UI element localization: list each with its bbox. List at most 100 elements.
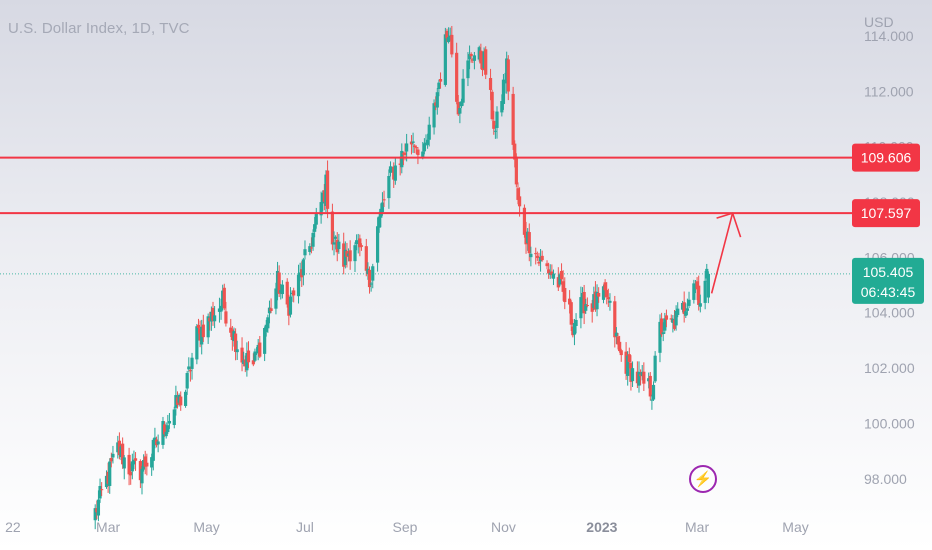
candle-body <box>400 150 404 168</box>
price-badge-label-1: 109.606 <box>861 150 912 166</box>
candle-body <box>308 246 312 252</box>
candle-body <box>411 141 415 143</box>
candle-body <box>290 292 294 295</box>
candle-body <box>458 108 462 114</box>
candle-body <box>522 207 527 235</box>
candle-body <box>630 368 635 382</box>
candle-body <box>551 273 556 279</box>
candle-body <box>680 302 685 310</box>
candle-body <box>95 508 99 513</box>
candle-body <box>608 300 612 303</box>
candle-body <box>669 318 673 320</box>
candle-body <box>390 169 394 171</box>
candle-body <box>296 274 301 297</box>
candle-body <box>488 77 493 90</box>
candle-body <box>661 332 665 335</box>
candle-body <box>292 290 296 296</box>
candle-body <box>426 139 430 145</box>
candle-body <box>266 317 270 329</box>
candle-body <box>524 232 528 245</box>
candle-body <box>569 302 573 325</box>
candle-body <box>579 297 583 319</box>
y-tick-label: 104.000 <box>864 305 915 321</box>
candle-body <box>413 145 417 148</box>
candle-body <box>517 196 522 207</box>
candle-body <box>258 342 262 357</box>
candle-body <box>130 461 134 472</box>
candle-body <box>224 311 228 324</box>
candle-body <box>480 61 485 70</box>
currency-label: USD <box>864 14 894 30</box>
candle-body <box>377 216 381 228</box>
x-tick-label: Nov <box>491 519 516 535</box>
candle-body <box>455 52 459 102</box>
candle-body <box>254 352 259 354</box>
candle-body <box>409 141 414 145</box>
candle-body <box>174 395 178 408</box>
candle-body <box>133 458 138 461</box>
arrow-head <box>716 212 742 238</box>
candle-body <box>456 102 460 115</box>
x-tick-label: Mar <box>96 519 120 535</box>
candle-body <box>516 188 520 200</box>
candle-body <box>469 53 473 57</box>
candle-body <box>164 431 168 437</box>
flash-icon[interactable]: ⚡ <box>689 465 717 493</box>
candle-body <box>651 384 656 400</box>
price-badge-label-2: 107.597 <box>861 205 912 221</box>
candle-body <box>584 304 588 311</box>
candle-body <box>676 308 680 315</box>
candle-body <box>190 357 194 369</box>
candle-body <box>685 308 690 311</box>
candle-body <box>285 281 289 305</box>
candle-body <box>200 326 204 345</box>
candle-body <box>401 153 406 155</box>
candle-body <box>221 290 225 308</box>
y-tick-label: 112.000 <box>864 83 914 99</box>
candle-body <box>356 241 360 244</box>
candle-body <box>692 283 696 300</box>
candle-body <box>145 462 149 467</box>
candle-body <box>606 297 610 300</box>
candle-body <box>672 319 677 329</box>
candle-body <box>279 290 283 293</box>
candle-body <box>132 459 136 465</box>
candle-body <box>280 284 284 295</box>
candle-body <box>559 271 564 280</box>
candle-body <box>500 101 504 113</box>
candle-body <box>208 317 212 322</box>
candle-body <box>424 142 428 145</box>
candle-body <box>437 82 441 90</box>
candle-body <box>187 366 191 370</box>
candle-body <box>545 263 549 267</box>
candle-body <box>568 298 572 305</box>
candle-body <box>211 307 215 321</box>
x-tick-label: 2023 <box>586 519 617 535</box>
candle-body <box>251 360 255 365</box>
candle-body <box>563 287 567 303</box>
candle-body <box>422 143 426 152</box>
candle-body <box>592 294 596 309</box>
candle-body <box>421 151 425 157</box>
candle-body <box>108 461 112 486</box>
candle-body <box>172 409 176 426</box>
candle-body <box>382 199 386 201</box>
candle-body <box>142 459 146 470</box>
candle-body <box>359 245 364 247</box>
candle-body <box>277 272 281 294</box>
candle-body <box>550 271 554 276</box>
candle-body <box>156 441 160 445</box>
candle-body <box>477 47 481 60</box>
candle-body <box>177 394 181 403</box>
candle-body <box>414 147 418 149</box>
candle-body <box>674 310 678 326</box>
price-badge-1 <box>852 143 920 172</box>
candle-body <box>527 232 531 254</box>
candle-body <box>256 344 260 354</box>
candle-body <box>561 281 565 292</box>
candle-body <box>313 224 317 232</box>
candle-body <box>201 324 205 338</box>
last-price-value: 105.405 <box>863 264 914 280</box>
candle-body <box>324 174 328 206</box>
